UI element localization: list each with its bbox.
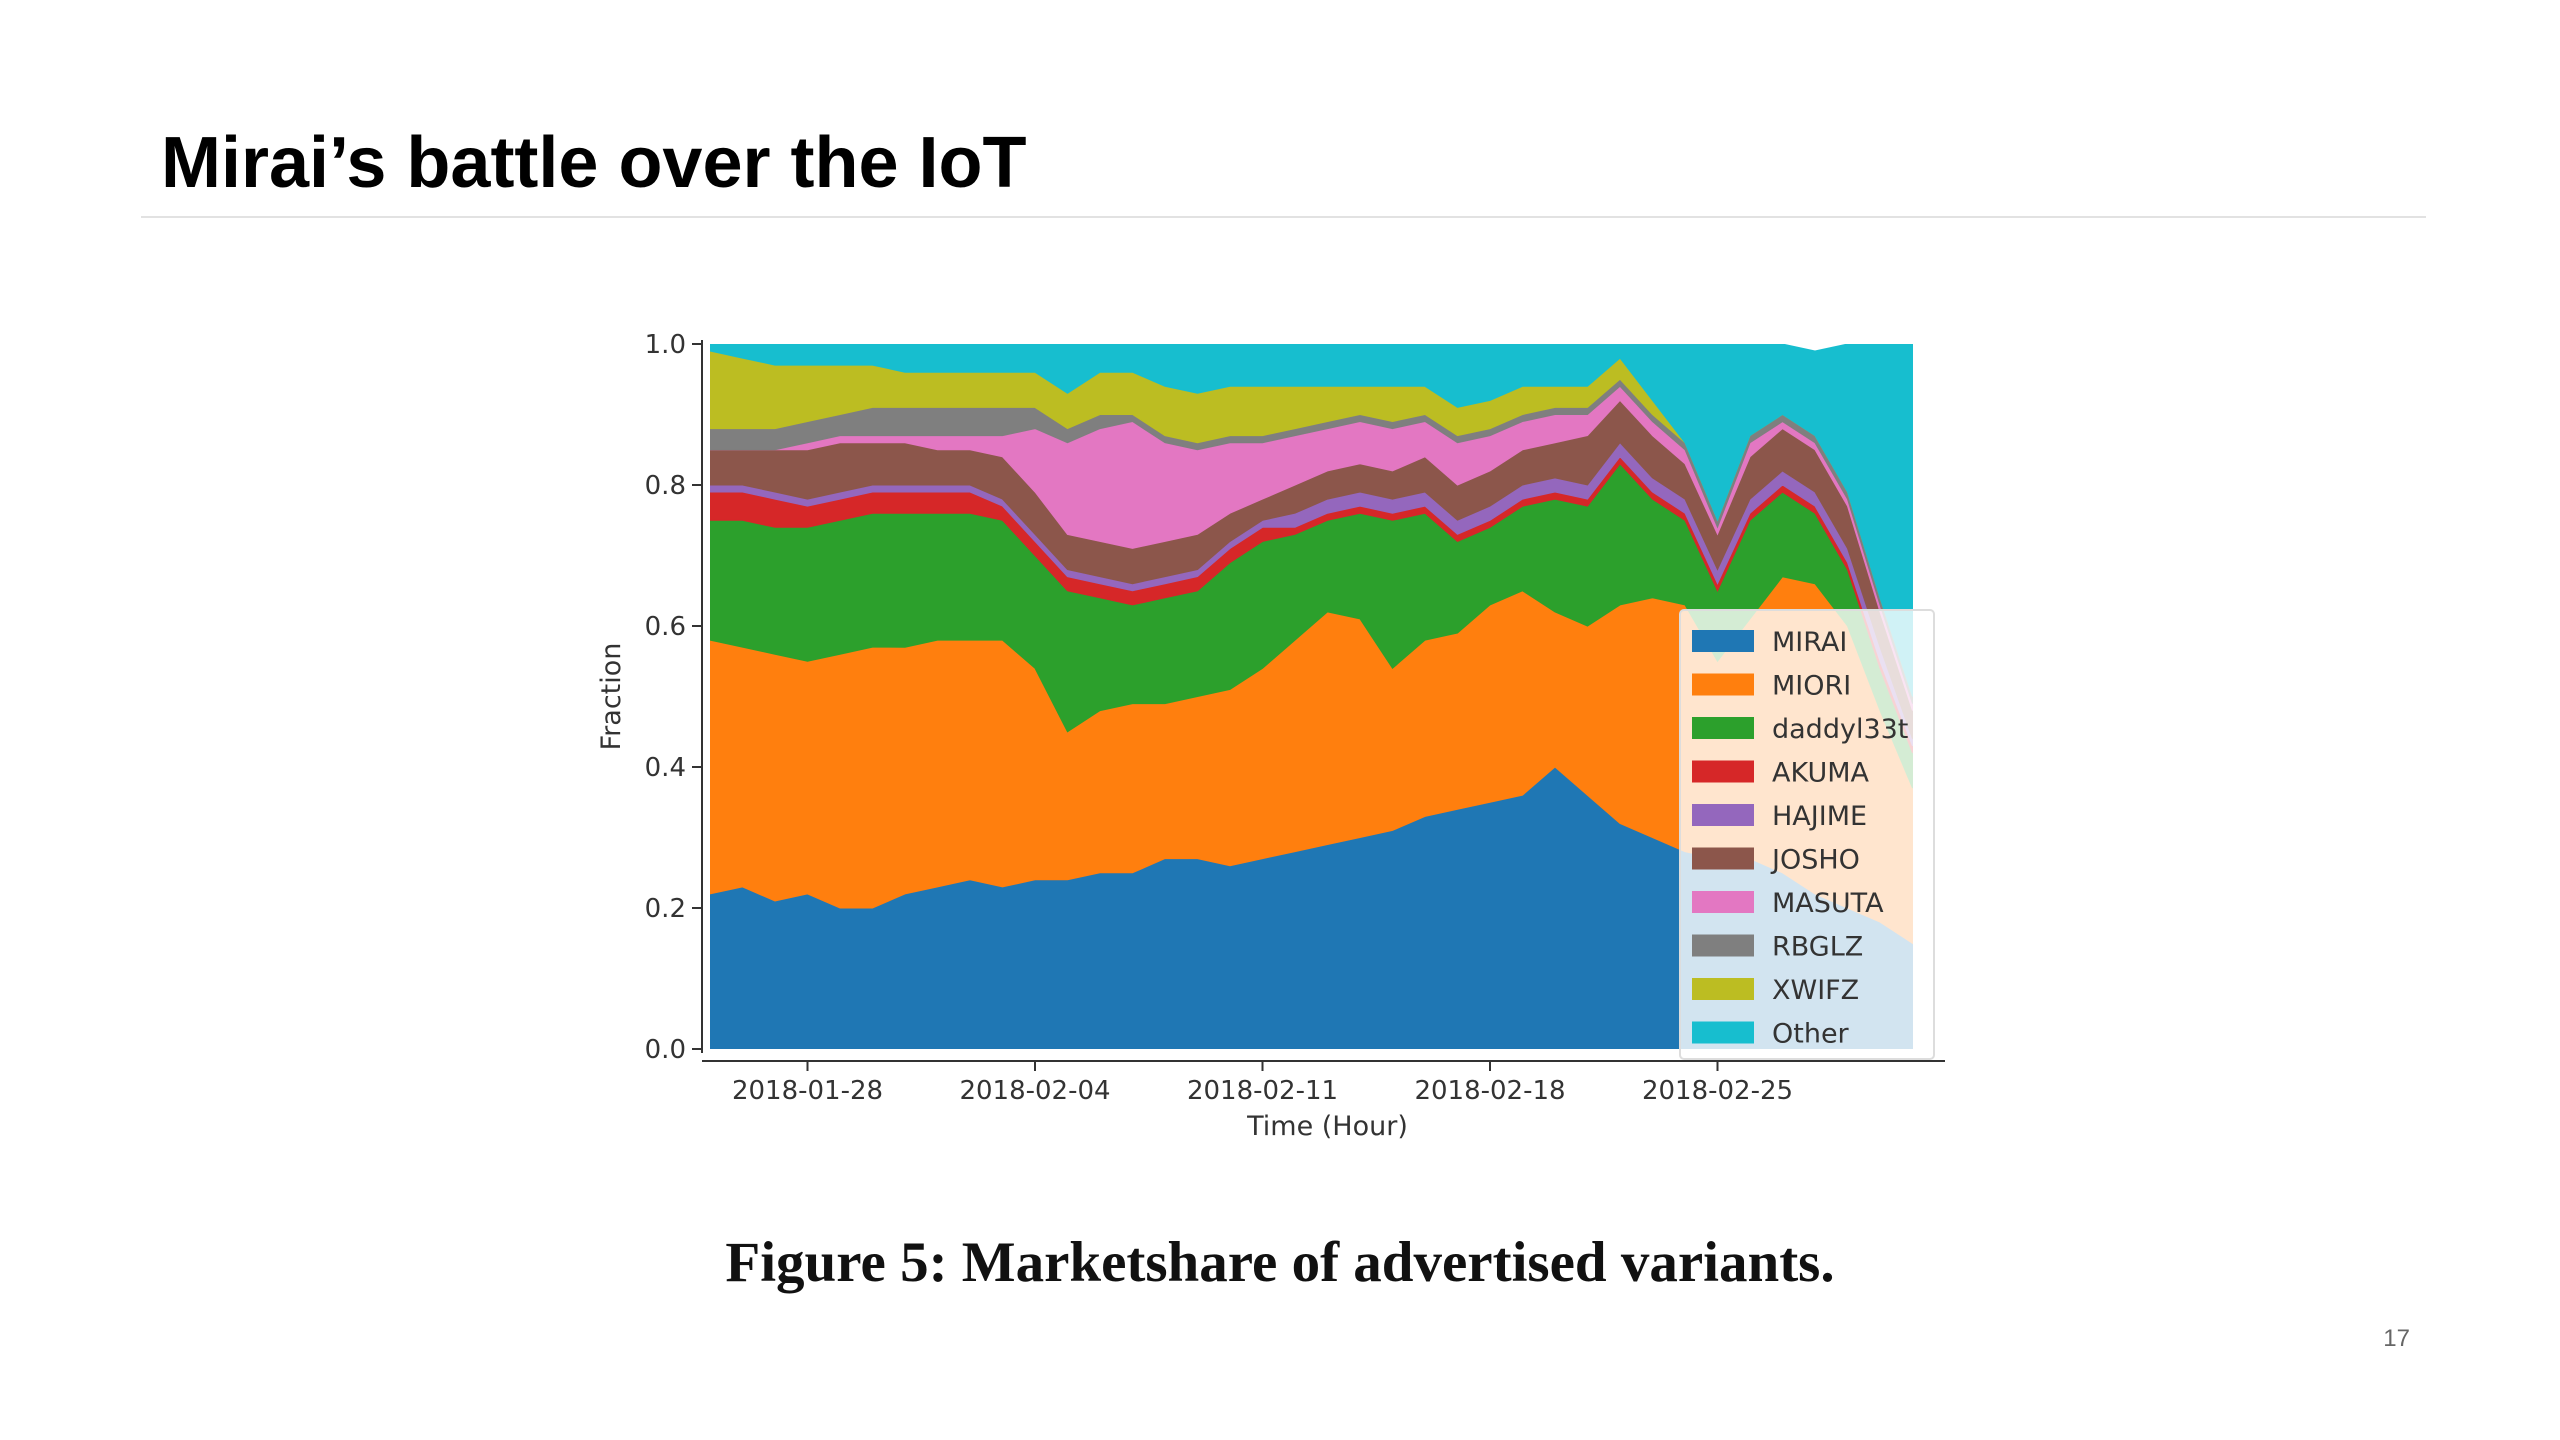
legend-swatch-josho [1692, 847, 1754, 870]
y-tick-label: 0.8 [645, 471, 686, 501]
figure-caption: Figure 5: Marketshare of advertised vari… [725, 1231, 1835, 1294]
legend-swatch-mirai [1692, 630, 1754, 652]
x-tick-label: 2018-02-25 [1642, 1076, 1793, 1106]
legend-swatch-hajime [1692, 804, 1754, 826]
y-tick-label: 0.4 [645, 753, 686, 783]
legend-label-daddyl33t: daddyl33t [1772, 714, 1908, 745]
y-tick-label: 0.2 [645, 894, 686, 924]
legend-label-akuma: AKUMA [1772, 758, 1870, 789]
x-tick-label: 2018-02-18 [1414, 1076, 1565, 1106]
y-axis-label: Fraction [596, 643, 627, 751]
y-tick-label: 0.6 [645, 612, 686, 642]
legend-label-miori: MIORI [1772, 671, 1851, 702]
stacked-area-chart: 0.0 0.2 0.4 0.6 0.8 1.0 2018-01-28 2018-02-04 20… [596, 330, 1945, 1142]
legend-swatch-daddyl33t [1692, 717, 1754, 739]
legend-swatch-rbglz [1692, 934, 1754, 957]
legend-label-hajime: HAJIME [1772, 801, 1867, 832]
legend-swatch-other [1692, 1021, 1754, 1044]
page-number: 17 [2383, 1325, 2410, 1352]
title-divider [141, 216, 2426, 218]
legend-label-xwifz: XWIFZ [1772, 975, 1859, 1006]
y-tick-label: 1.0 [645, 330, 686, 360]
legend-label-other: Other [1772, 1019, 1850, 1050]
x-tick-label: 2018-01-28 [732, 1076, 883, 1106]
x-tick-label: 2018-02-04 [959, 1076, 1110, 1106]
y-tick-label: 0.0 [645, 1035, 686, 1065]
x-tick-label: 2018-02-11 [1187, 1076, 1338, 1106]
area-layers [710, 344, 1913, 1049]
legend-swatch-masuta [1692, 891, 1754, 913]
figure: 0.0 0.2 0.4 0.6 0.8 1.0 2018-01-28 2018-02-04 20… [590, 320, 1970, 1160]
x-axis-label: Time (Hour) [1246, 1111, 1408, 1142]
slide-title: Mirai’s battle over the IoT [161, 123, 1027, 203]
legend-label-rbglz: RBGLZ [1772, 932, 1863, 963]
legend-label-mirai: MIRAI [1772, 627, 1847, 658]
legend-swatch-miori [1692, 673, 1754, 696]
legend: MIRAI MIORI daddyl33t AKUMA HAJIME JOSHO MASUT… [1679, 609, 1935, 1060]
legend-label-josho: JOSHO [1770, 845, 1860, 876]
legend-swatch-xwifz [1692, 978, 1754, 1000]
legend-label-masuta: MASUTA [1772, 888, 1884, 919]
legend-swatch-akuma [1692, 760, 1754, 783]
